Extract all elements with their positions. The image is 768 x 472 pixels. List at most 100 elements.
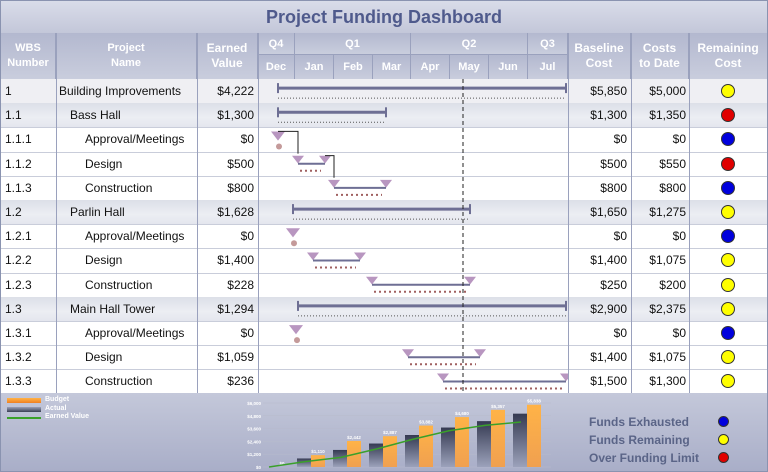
month-label-dec: Dec — [258, 55, 295, 79]
header-baseline-line1: Baseline — [574, 41, 624, 55]
header-earned-line2: Value — [211, 56, 243, 70]
column-divider — [568, 33, 569, 393]
funding-legend-dot-yellow — [718, 434, 729, 445]
row-divider — [1, 345, 767, 347]
funding-legend-label: Over Funding Limit — [589, 451, 699, 465]
actual-bar — [513, 413, 527, 467]
month-label-apr: Apr — [411, 55, 450, 79]
header-costs-line1: Costs — [642, 41, 677, 55]
row-divider — [1, 151, 767, 153]
row-divider — [1, 321, 767, 322]
project-name: Approval/Meetings — [85, 326, 185, 340]
gantt-chart — [271, 79, 568, 393]
budget-data-label: $2,887 — [383, 430, 397, 435]
milestone-baseline-dot — [294, 337, 300, 344]
budget-data-label: $4,680 — [455, 411, 469, 416]
budget-bar — [527, 404, 541, 467]
row-divider — [1, 272, 767, 274]
header-baseline-cost: Baseline Cost — [568, 33, 631, 79]
budget-data-label: $3,882 — [419, 420, 433, 425]
header-wbs-line1: WBS — [15, 42, 41, 54]
legend-budget-label: Budget — [45, 396, 70, 403]
legend-actual-swatch — [7, 407, 41, 412]
costs-to-date: $800 — [659, 180, 686, 195]
project-name: Design — [85, 156, 123, 171]
header-costs-line2: to Date — [639, 56, 680, 70]
header-earned-value: Earned Value — [197, 33, 258, 79]
chart-y-tick-label: $3,600 — [247, 427, 261, 432]
wbs-number: 1.2.1 — [5, 229, 32, 244]
wbs-number: 1.3.3 — [5, 374, 32, 389]
costs-to-date: $0 — [672, 229, 686, 244]
header-earned-line1: Earned — [206, 41, 248, 55]
task-end-marker — [319, 155, 331, 164]
funding-legend-label: Funds Remaining — [589, 433, 690, 447]
status-indicator-red — [721, 108, 735, 123]
task-start-marker — [366, 276, 378, 285]
table-row[interactable]: 1.3.2 Design $1,059 $1,400 $1,075 — [1, 345, 767, 369]
chart-y-tick-label: $4,800 — [247, 414, 261, 419]
row-divider — [1, 248, 767, 250]
header-project-name: Project Name — [56, 33, 197, 79]
actual-bar — [333, 449, 347, 467]
table-row[interactable]: 1.1.3 Construction $800 $800 $800 — [1, 176, 767, 200]
budget-data-label: $1,110 — [311, 449, 325, 454]
table-row[interactable]: 1.2.2 Design $1,400 $1,400 $1,075 — [1, 248, 767, 272]
wbs-number: 1.1.3 — [5, 180, 32, 195]
table-row[interactable]: 1.2 Parlin Hall $1,628 $1,650 $1,275 — [1, 200, 767, 225]
baseline-cost: $5,850 — [590, 84, 627, 98]
costs-to-date: $0 — [672, 326, 686, 340]
milestone-marker — [286, 228, 300, 238]
month-label-jul: Jul — [528, 55, 568, 79]
costs-to-date: $1,275 — [649, 205, 686, 219]
task-end-marker — [474, 349, 486, 358]
budget-bar — [311, 455, 325, 467]
header-remaining-line1: Remaining — [697, 41, 759, 55]
funding-legend-label: Funds Exhausted — [589, 415, 690, 429]
month-label-may: May — [450, 55, 489, 79]
table-row[interactable]: 1.2.3 Construction $228 $250 $200 — [1, 273, 767, 297]
legend-earned-label: Earned Value — [45, 413, 89, 420]
header-remaining-line2: Cost — [714, 56, 742, 70]
project-name: Approval/Meetings — [85, 229, 185, 244]
header-name-line1: Project — [107, 42, 145, 54]
table-row[interactable]: 1.2.1 Approval/Meetings $0 $0 $0 — [1, 224, 767, 248]
table-row[interactable]: 1 Building Improvements $4,222 $5,850 $5,000 — [1, 79, 767, 104]
earned-value-line — [268, 421, 522, 468]
table-row[interactable]: 1.1 Bass Hall $1,300 $1,300 $1,350 — [1, 103, 767, 128]
table-row[interactable]: 1.1.2 Design $500 $500 $550 — [1, 152, 767, 176]
costs-to-date: $5,000 — [649, 84, 686, 98]
row-divider — [1, 175, 767, 177]
baseline-cost: $0 — [613, 132, 627, 147]
milestone-baseline-dot — [291, 240, 297, 247]
project-name: Design — [85, 253, 123, 268]
status-indicator-red — [721, 156, 735, 171]
status-indicator-blue — [721, 132, 735, 147]
earned-value: $0 — [240, 326, 254, 340]
wbs-number: 1.3 — [5, 301, 22, 316]
column-divider — [689, 33, 690, 393]
actual-bar — [477, 421, 491, 467]
chart-y-tick-label: $0 — [256, 465, 262, 470]
wbs-number: 1.2.2 — [5, 253, 32, 268]
earned-value: $1,400 — [217, 253, 254, 268]
month-label-mar: Mar — [373, 55, 411, 79]
earned-value: $1,294 — [217, 301, 254, 316]
table-row[interactable]: 1.3 Main Hall Tower $1,294 $2,900 $2,375 — [1, 296, 767, 321]
wbs-number: 1.1 — [5, 108, 22, 123]
task-start-marker — [307, 252, 319, 261]
status-indicator-yellow — [721, 205, 735, 219]
project-name: Bass Hall — [70, 108, 121, 123]
budget-bar — [491, 409, 505, 467]
dependency-link — [325, 155, 335, 178]
table-row[interactable]: 1.1.1 Approval/Meetings $0 $0 $0 — [1, 127, 767, 151]
month-label-jun: Jun — [489, 55, 528, 79]
project-name: Approval/Meetings — [85, 132, 185, 147]
quarter-label-q3: Q3 — [528, 33, 568, 55]
table-row[interactable]: 1.3.3 Construction $236 $1,500 $1,300 — [1, 369, 767, 393]
table-row[interactable]: 1.3.1 Approval/Meetings $0 $0 $0 — [1, 321, 767, 345]
project-name: Parlin Hall — [70, 205, 125, 219]
budget-bar — [455, 417, 469, 467]
wbs-number: 1.3.1 — [5, 326, 32, 340]
